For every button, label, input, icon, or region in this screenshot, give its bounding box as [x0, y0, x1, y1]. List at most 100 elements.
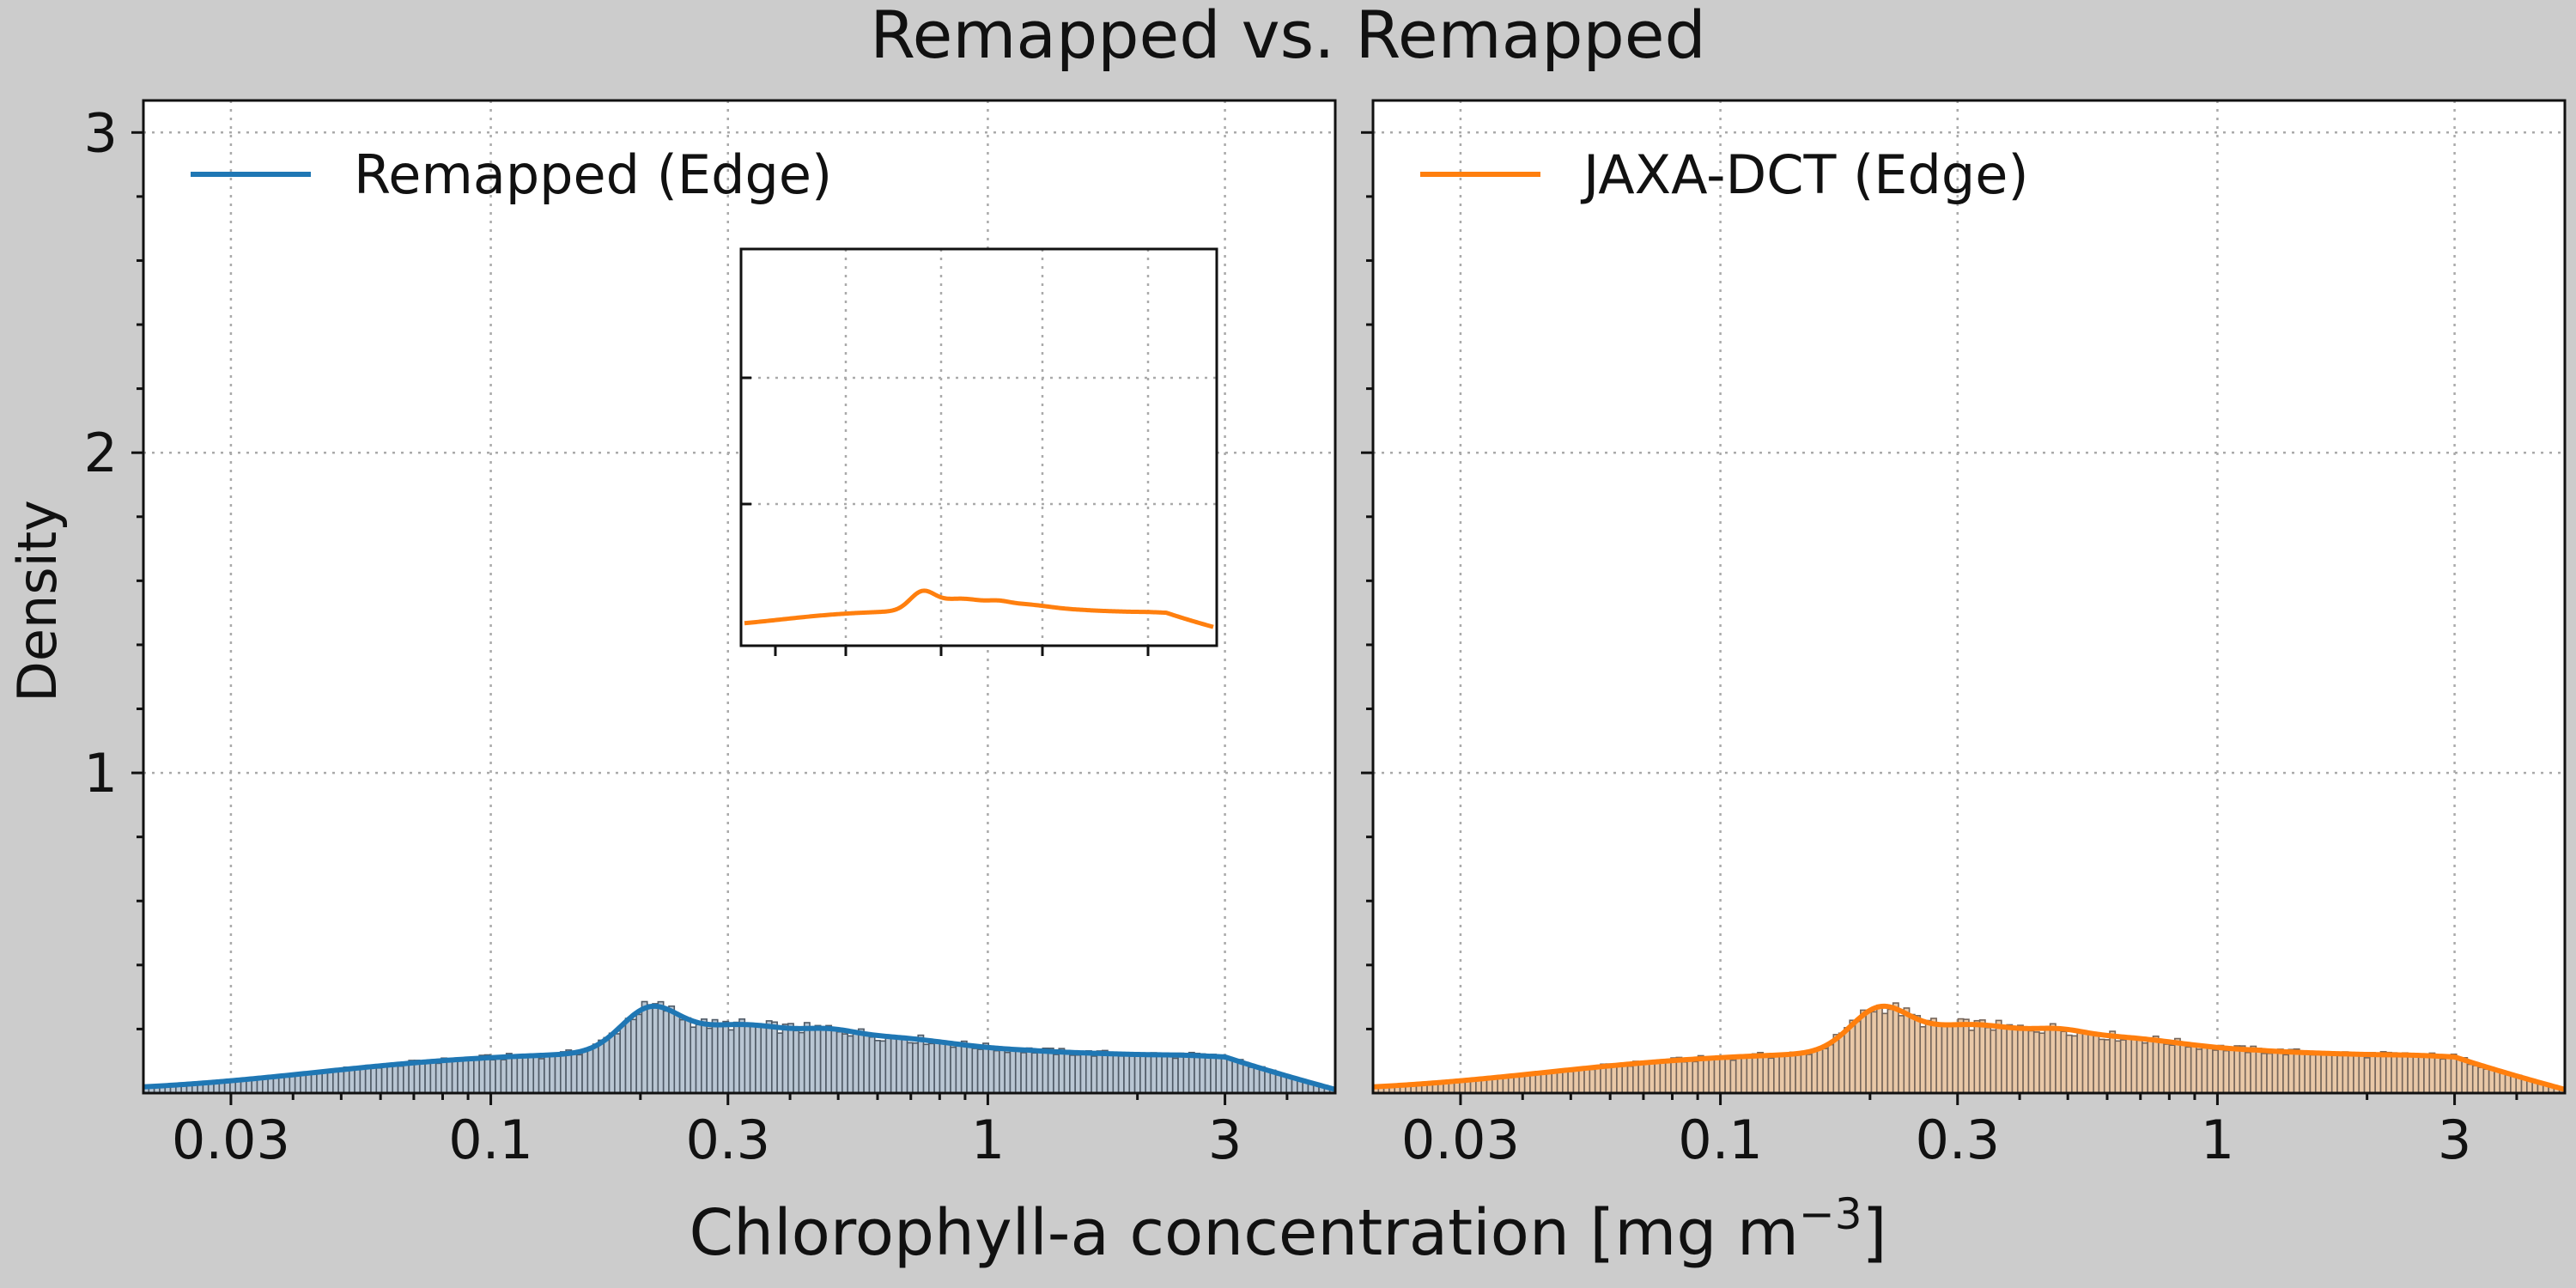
- histogram-bar: [539, 1059, 544, 1093]
- histogram-bar: [2391, 1053, 2397, 1093]
- histogram-bar: [587, 1049, 592, 1093]
- histogram-bar: [777, 1033, 782, 1093]
- histogram-bar: [382, 1066, 387, 1093]
- histogram-bar: [1173, 1058, 1178, 1093]
- histogram-bar: [615, 1034, 620, 1093]
- histogram-bar: [1704, 1058, 1709, 1093]
- histogram-bar: [1183, 1054, 1188, 1093]
- histogram-bar: [2007, 1024, 2012, 1093]
- histogram-bar: [1861, 1010, 1866, 1093]
- histogram-bar: [1856, 1022, 1861, 1093]
- histogram-bar: [1969, 1030, 1974, 1093]
- histogram-bar: [279, 1077, 284, 1093]
- histogram-bar: [495, 1056, 501, 1093]
- histogram-bar: [956, 1045, 961, 1093]
- histogram-bar: [1162, 1054, 1167, 1094]
- histogram-bar: [1216, 1056, 1221, 1093]
- y-tick-label: 3: [84, 101, 118, 164]
- histogram-bar: [1563, 1070, 1568, 1093]
- histogram-bar: [999, 1048, 1005, 1093]
- histogram-bar: [479, 1055, 484, 1093]
- histogram-bar: [593, 1044, 598, 1093]
- histogram-bar: [739, 1019, 744, 1093]
- histogram-bar: [1140, 1054, 1145, 1093]
- histogram-bar: [1741, 1058, 1747, 1093]
- histogram-bar: [2288, 1049, 2293, 1093]
- histogram-bar: [978, 1049, 983, 1093]
- histogram-bar: [2039, 1033, 2044, 1093]
- histogram-bar: [1070, 1055, 1075, 1093]
- histogram-bar: [2093, 1036, 2099, 1093]
- histogram-bar: [805, 1023, 810, 1093]
- histogram-bar: [2034, 1032, 2039, 1093]
- histogram-bar: [1877, 1005, 1882, 1093]
- histogram-bar: [902, 1040, 907, 1093]
- histogram-bar: [983, 1043, 988, 1093]
- histogram-bar: [1996, 1020, 2002, 1093]
- histogram-bar: [641, 1002, 647, 1094]
- histogram-bar: [718, 1023, 723, 1093]
- histogram-bar: [1568, 1072, 1573, 1093]
- histogram-bar: [1080, 1054, 1085, 1093]
- histogram-bar: [2196, 1049, 2202, 1093]
- histogram-bar: [1763, 1057, 1768, 1093]
- x-tick-label: 0.03: [172, 1109, 290, 1171]
- histogram-bar: [1784, 1054, 1789, 1093]
- histogram-bar: [2077, 1031, 2082, 1093]
- histogram-bar: [2185, 1047, 2190, 1093]
- histogram-bar: [2154, 1036, 2159, 1093]
- histogram-bar: [1709, 1059, 1714, 1093]
- histogram-bar: [2175, 1039, 2180, 1093]
- histogram-bar: [2067, 1036, 2072, 1093]
- y-tick-label: 2: [84, 422, 118, 484]
- histogram-bar: [2467, 1064, 2472, 1093]
- histogram-bar: [945, 1044, 951, 1093]
- histogram-bar: [1958, 1019, 1963, 1093]
- histogram-bar: [707, 1029, 712, 1093]
- histogram-bar: [1758, 1053, 1763, 1093]
- histogram-bar: [2429, 1053, 2434, 1093]
- histogram-bar: [636, 1014, 641, 1093]
- histogram-bar: [1037, 1051, 1042, 1093]
- histogram-bar: [453, 1060, 458, 1093]
- histogram-bar: [1844, 1028, 1850, 1093]
- histogram-bar: [1042, 1048, 1048, 1093]
- histogram-bar: [1920, 1027, 1925, 1093]
- histogram-bar: [2332, 1053, 2337, 1093]
- histogram-bar: [1714, 1057, 1719, 1093]
- histogram-bar: [420, 1062, 425, 1093]
- histogram-bar: [1129, 1056, 1134, 1093]
- histogram-bar: [1725, 1058, 1730, 1093]
- histogram-bar: [2121, 1040, 2126, 1093]
- histogram-bar: [306, 1073, 311, 1093]
- histogram-bar: [1660, 1061, 1665, 1093]
- histogram-bar: [1779, 1055, 1784, 1093]
- histogram-bar: [1817, 1048, 1822, 1093]
- histogram-bar: [664, 1011, 669, 1093]
- histogram-bar: [756, 1024, 761, 1093]
- histogram-bar: [842, 1034, 848, 1093]
- histogram-bar: [994, 1051, 999, 1093]
- histogram-bar: [447, 1061, 452, 1093]
- histogram-bar: [2321, 1055, 2326, 1093]
- histogram-bar: [1054, 1054, 1059, 1093]
- histogram-bar: [2056, 1030, 2061, 1093]
- histogram-bar: [723, 1022, 728, 1093]
- histogram-bar: [263, 1078, 268, 1093]
- histogram-bar: [2229, 1048, 2234, 1093]
- histogram-bar: [2478, 1067, 2483, 1093]
- histogram-bar: [761, 1024, 766, 1093]
- histogram-bar: [2403, 1053, 2408, 1093]
- histogram-bar: [2110, 1031, 2115, 1093]
- left-inset: [741, 249, 1217, 656]
- histogram-bar: [512, 1056, 517, 1093]
- histogram-bar: [474, 1060, 479, 1093]
- histogram-bar: [1232, 1060, 1237, 1093]
- histogram-bar: [561, 1052, 566, 1093]
- y-tick-label: 1: [84, 742, 118, 805]
- histogram-bar: [1985, 1028, 1990, 1093]
- histogram-bar: [885, 1036, 890, 1093]
- histogram-bar: [1692, 1061, 1698, 1093]
- histogram-bar: [1514, 1076, 1519, 1093]
